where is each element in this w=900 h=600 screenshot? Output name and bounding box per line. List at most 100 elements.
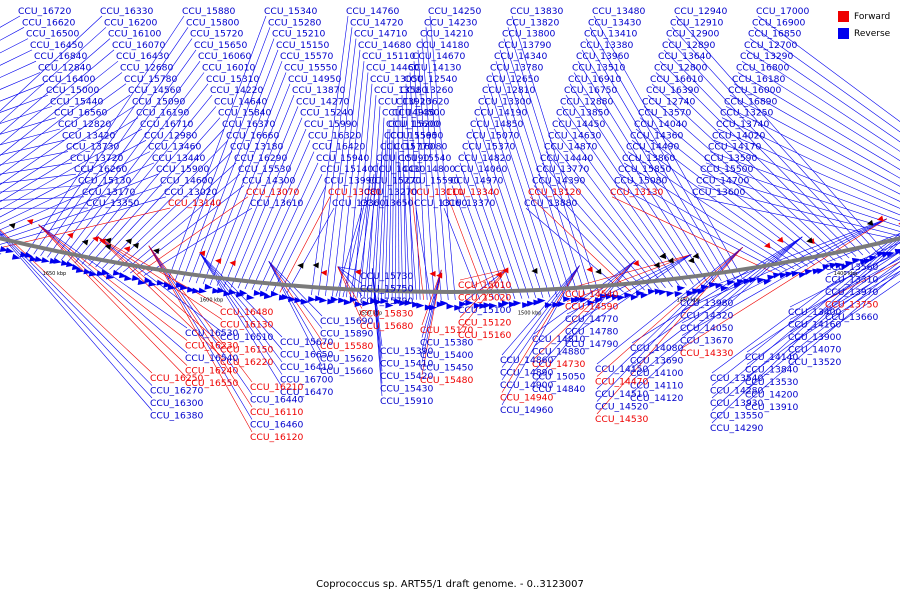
reverse-gene-arrow (412, 301, 421, 308)
gene-label: CCU_15830 (360, 309, 414, 320)
gene-label: CCU_14450 (552, 119, 606, 130)
gene-label: CCU_13920 (378, 96, 432, 107)
gene-label: CCU_13590 (704, 153, 758, 164)
gene-leader-line (566, 254, 692, 340)
gene-leader-line (349, 185, 371, 298)
reverse-gene-arrow (315, 295, 324, 302)
gene-leader-line (116, 162, 237, 272)
gene-leader-line (413, 61, 428, 300)
gene-label: CCU_15050 (532, 372, 586, 383)
gene-label: CCU_16650 (280, 350, 334, 361)
gene-leader-line (593, 15, 743, 278)
gene-leader-line (97, 236, 223, 320)
gene-leader-line (0, 83, 45, 102)
gene-leader-line (745, 49, 900, 152)
gene-leader-line (272, 185, 327, 292)
gene-leader-line (60, 72, 205, 261)
gene-label: CCU_16800 (736, 63, 790, 74)
gene-label: CCU_15140 (320, 164, 374, 175)
reverse-gene-arrow (501, 300, 511, 307)
gene-leader-line (467, 140, 523, 299)
gene-leader-line (286, 207, 335, 294)
gene-leader-line (332, 49, 361, 297)
reverse-gene-arrow (228, 288, 237, 295)
gene-leader-line (0, 38, 111, 135)
gene-label: CCU_16110 (250, 407, 304, 418)
gene-label: CCU_13400 (788, 307, 842, 318)
reverse-gene-arrow (338, 297, 347, 304)
gene-label: CCU_13430 (588, 17, 642, 28)
gene-leader-line (681, 218, 887, 349)
gene-label: CCU_15890 (320, 329, 374, 340)
gene-label: CCU_14330 (680, 348, 734, 359)
gene-leader-line (729, 94, 900, 187)
gene-label: CCU_15590 (406, 176, 460, 187)
gene-label: CCU_13410 (584, 29, 638, 40)
gene-leader-line (181, 38, 275, 282)
gene-leader-line (318, 27, 353, 296)
gene-leader-line (399, 162, 403, 300)
reverse-gene-arrow (605, 293, 614, 300)
gene-label: CCU_12540 (404, 74, 458, 85)
gene-label: CCU_12880 (560, 96, 614, 107)
gene-leader-line (573, 72, 708, 283)
gene-leader-line (596, 246, 743, 365)
reverse-gene-arrow (288, 296, 297, 303)
gene-label: CCU_16660 (226, 130, 280, 141)
reverse-gene-arrow (798, 272, 807, 278)
gene-leader-line (611, 196, 774, 273)
forward-gene-arrow (877, 215, 884, 222)
gene-leader-line (631, 236, 803, 344)
gene-leader-line (459, 268, 508, 293)
gene-label: CCU_13300 (478, 96, 532, 107)
gene-leader-line (667, 38, 870, 254)
gene-label: CCU_16540 (185, 353, 239, 364)
gene-label: CCU_14520 (595, 402, 649, 413)
gene-leader-line (0, 27, 107, 124)
gene-label: CCU_15480 (420, 375, 474, 386)
gene-label: CCU_16610 (650, 74, 704, 85)
reverse-gene-arrow (552, 301, 561, 308)
gene-leader-line (148, 245, 253, 433)
gene-label: CCU_16210 (250, 382, 304, 393)
gene-leader-line (391, 117, 395, 300)
gene-leader-line (615, 185, 781, 272)
gene-label: CCU_15500 (700, 164, 754, 175)
legend-label-forward: Forward (854, 11, 891, 22)
gene-label: CCU_13550 (710, 411, 764, 422)
reverse-gene-arrow (845, 260, 854, 267)
reverse-gene-arrow (399, 300, 408, 307)
gene-label: CCU_13610 (250, 198, 304, 209)
gene-leader-line (0, 233, 153, 411)
reverse-gene-arrow (674, 291, 683, 298)
forward-gene-arrow (320, 269, 327, 276)
gene-label: CCU_15440 (50, 96, 104, 107)
gene-label: CCU_15280 (268, 17, 322, 28)
gene-leader-line (533, 260, 635, 335)
reverse-gene-arrow (772, 272, 782, 279)
gene-label: CCU_15770 (380, 142, 434, 153)
gene-leader-line (463, 151, 516, 299)
gene-label: CCU_14180 (416, 40, 470, 51)
gene-label: CCU_16420 (312, 142, 366, 153)
gene-label: CCU_13380 (580, 40, 634, 51)
gene-label: CCU_15110 (362, 51, 416, 62)
gene-label: CCU_14850 (470, 119, 524, 130)
reverse-gene-arrow (868, 255, 878, 262)
gene-label: CCU_16180 (732, 74, 786, 85)
reverse-gene-arrow (394, 298, 403, 305)
reverse-swatch (838, 28, 849, 39)
gene-leader-line (681, 218, 887, 311)
gene-leader-line (623, 162, 795, 270)
reverse-gene-arrow (429, 304, 438, 311)
gene-leader-line (374, 117, 385, 299)
scale-label: 1600 kbp (200, 297, 224, 303)
gene-leader-line (501, 265, 580, 368)
gene-label: CCU_15420 (380, 371, 434, 382)
gene-leader-line (102, 140, 229, 269)
gene-label: CCU_14470 (595, 377, 649, 388)
reverse-gene-arrow (440, 300, 449, 307)
forward-gene-arrow (104, 237, 112, 244)
gene-leader-line (585, 38, 729, 280)
